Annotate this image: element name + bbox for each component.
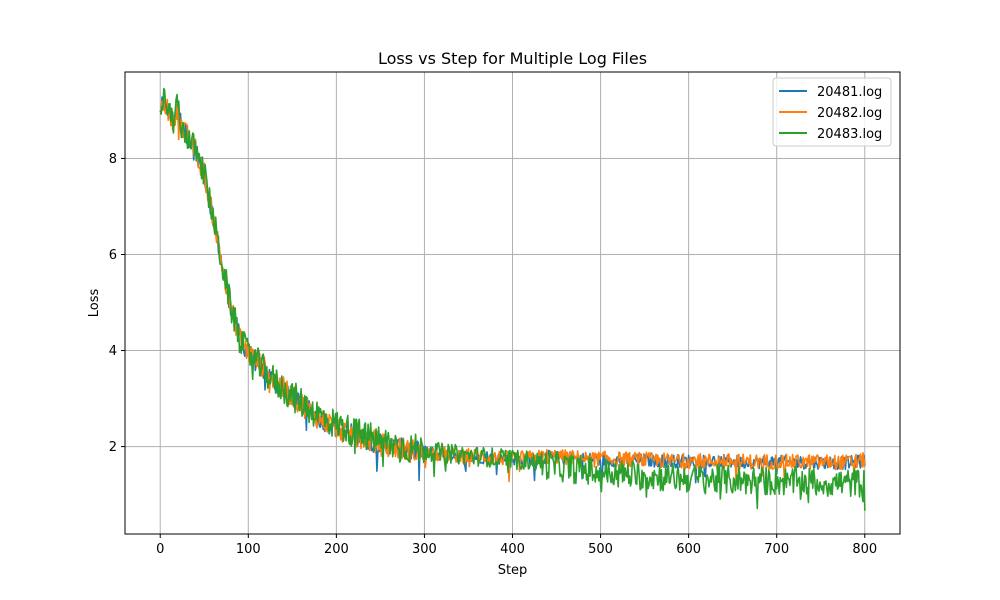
x-tick-label: 800 [852,542,877,557]
chart-title: Loss vs Step for Multiple Log Files [378,49,647,68]
x-tick-label: 400 [500,542,525,557]
x-tick-label: 0 [156,542,164,557]
legend: 20481.log 20482.log 20483.log [772,77,892,147]
y-tick-label: 2 [109,440,117,455]
y-tick-label: 8 [109,152,117,167]
x-axis-label: Step [498,563,528,578]
x-tick-label: 100 [236,542,261,557]
legend-entry-label: 20483.log [817,127,882,142]
x-tick-label: 200 [324,542,349,557]
x-tick-label: 600 [676,542,701,557]
x-tick-label: 700 [764,542,789,557]
series-layer [159,87,866,511]
legend-entry-label: 20481.log [817,85,882,100]
y-tick-label: 6 [109,248,117,263]
x-tick-label: 500 [588,542,613,557]
legend-box [772,77,892,147]
y-tick-label: 4 [109,344,117,359]
tick-layer: 0 100 200 300 400 500 600 700 800 2 4 6 8 [109,152,877,557]
y-axis-label: Loss [87,289,102,318]
x-tick-label: 300 [412,542,437,557]
legend-entry-label: 20482.log [817,106,882,121]
series-line-20483-log [159,87,866,511]
